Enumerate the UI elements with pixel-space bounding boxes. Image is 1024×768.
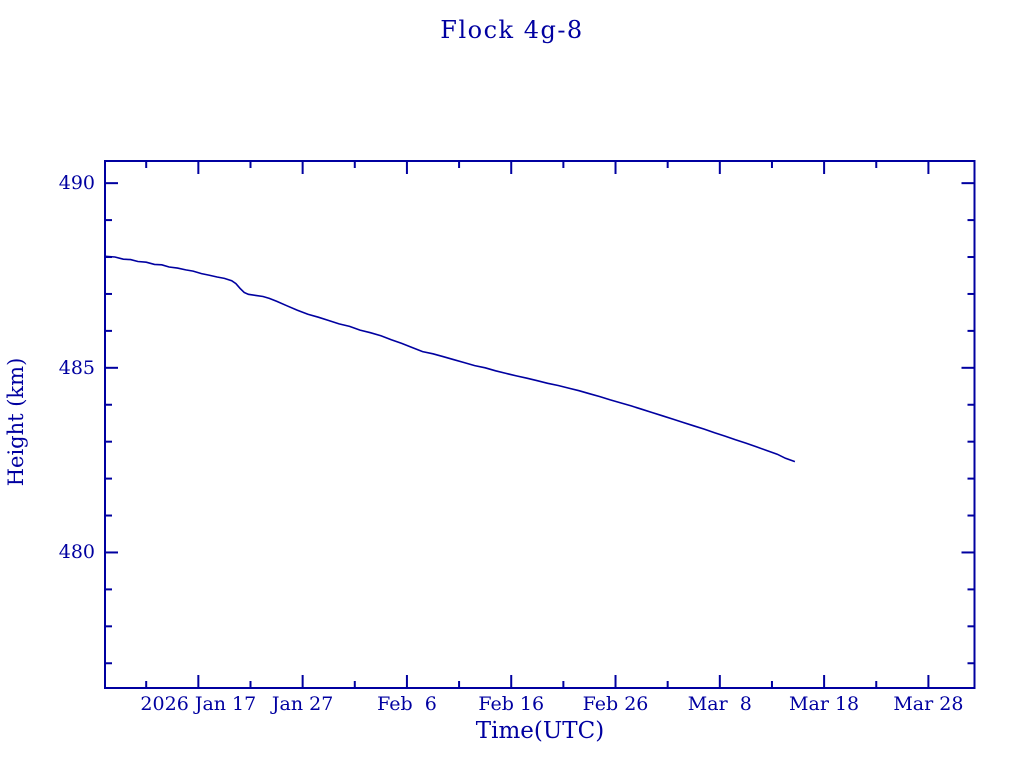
x-tick-label: Mar 8 xyxy=(687,693,752,715)
y-axis-title: Height (km) xyxy=(4,357,28,487)
x-tick-label: Feb 6 xyxy=(377,693,437,715)
y-tick-label: 490 xyxy=(58,172,95,195)
x-tick-label: Feb 26 xyxy=(582,693,649,715)
x-tick-label: 2026 Jan 17 xyxy=(140,693,257,715)
y-tick-label: 480 xyxy=(58,541,95,564)
x-tick-label: Feb 16 xyxy=(478,693,545,715)
y-tick-label: 485 xyxy=(58,356,95,379)
chart-title: Flock 4g-8 xyxy=(440,16,584,44)
plot-frame xyxy=(104,160,976,689)
x-axis-title: Time(UTC) xyxy=(475,718,605,744)
x-tick-label: Mar 28 xyxy=(893,693,964,715)
height-series-line xyxy=(104,255,796,463)
x-tick-label: Jan 27 xyxy=(271,693,334,715)
x-tick-label: Mar 18 xyxy=(789,693,860,715)
